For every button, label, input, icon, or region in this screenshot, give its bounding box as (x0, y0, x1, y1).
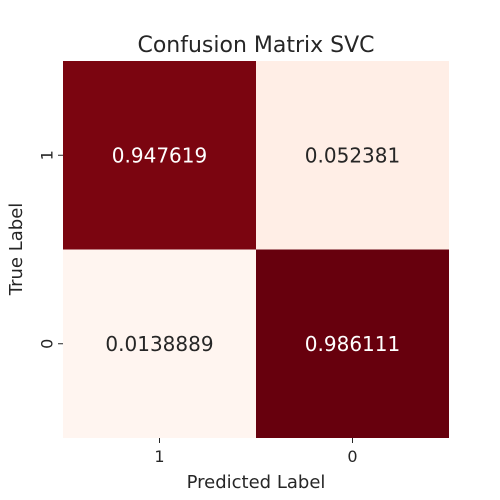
y-axis-ticks: 10 (38, 150, 63, 349)
heatmap-annotations: 0.947619 0.052381 0.0138889 0.986111 (105, 143, 400, 356)
y-tick-label: 1 (38, 150, 57, 160)
x-axis-label: Predicted Label (187, 472, 326, 493)
cell-value-label: 0.0138889 (105, 332, 213, 356)
y-tick-label: 0 (38, 339, 57, 349)
heatmap-cell-true-1-pred-1 (63, 61, 256, 250)
chart-title: Confusion Matrix SVC (137, 33, 374, 58)
heatmap-cells (63, 61, 449, 438)
cell-value-label: 0.052381 (305, 143, 400, 167)
y-axis-label: True Label (6, 203, 27, 297)
heatmap-cell-true-1-pred-0 (256, 61, 449, 250)
cell-value-label: 0.986111 (305, 332, 400, 356)
heatmap-cell-true-0-pred-1 (63, 249, 256, 438)
heatmap-cell-true-0-pred-0 (256, 249, 449, 438)
cell-value-label: 0.947619 (112, 143, 207, 167)
x-tick-label: 1 (154, 447, 164, 466)
x-tick-label: 0 (347, 447, 357, 466)
